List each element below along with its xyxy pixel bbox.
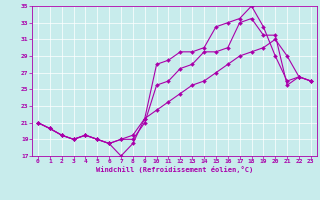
X-axis label: Windchill (Refroidissement éolien,°C): Windchill (Refroidissement éolien,°C) (96, 166, 253, 173)
